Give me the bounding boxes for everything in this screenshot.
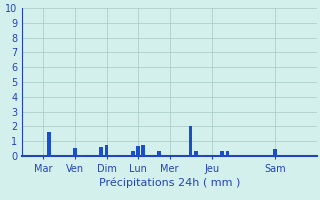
Bar [220,151,224,156]
Bar [141,145,145,156]
Bar [131,151,135,156]
Bar [42,155,45,156]
Bar [189,126,192,156]
Bar [110,155,114,156]
X-axis label: Précipitations 24h ( mm ): Précipitations 24h ( mm ) [99,178,240,188]
Bar [78,155,82,156]
Bar [226,151,229,156]
Bar [136,146,140,156]
Bar [163,155,166,156]
Bar [273,149,276,156]
Bar [105,145,108,156]
Bar [47,132,51,156]
Bar [157,151,161,156]
Bar [194,151,198,156]
Bar [73,148,77,156]
Bar [100,147,103,156]
Bar [199,155,203,156]
